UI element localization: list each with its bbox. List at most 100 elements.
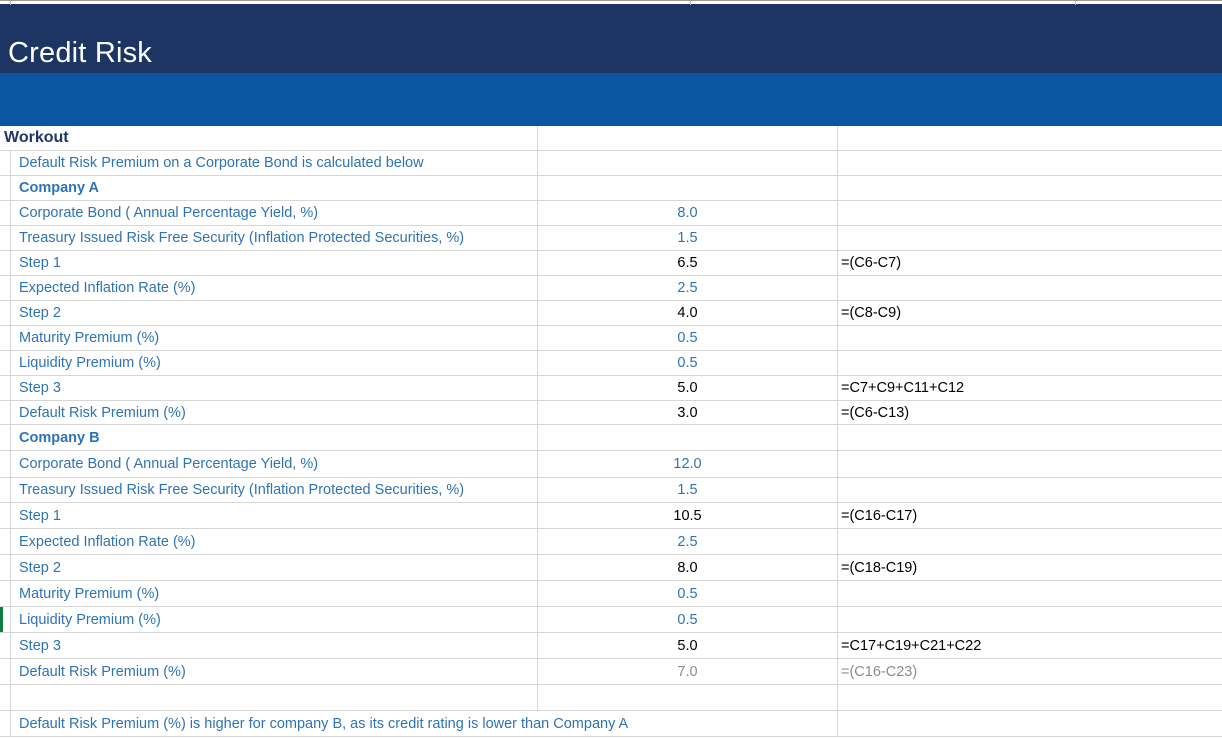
cell-margin[interactable] [0, 555, 11, 580]
cell-formula[interactable]: =C7+C9+C11+C12 [841, 380, 965, 396]
cell-label[interactable]: Step 2 [11, 301, 538, 325]
cell-formula[interactable]: =(C18-C19) [841, 559, 918, 576]
cell-value[interactable]: 12.0 [538, 451, 838, 477]
cell-formula[interactable] [838, 126, 1222, 150]
cell-margin[interactable] [0, 251, 11, 275]
cell-formula[interactable] [838, 425, 1222, 450]
cell-value[interactable]: 1.5 [538, 478, 838, 502]
cell-label[interactable]: Company B [11, 425, 538, 450]
cell-label[interactable]: Corporate Bond ( Annual Percentage Yield… [11, 451, 538, 477]
cell-label[interactable]: Step 1 [11, 503, 538, 528]
cell-value[interactable]: 1.5 [538, 226, 838, 250]
cell-value[interactable] [538, 176, 838, 200]
cell-label[interactable]: Step 2 [11, 555, 538, 580]
cell-value[interactable]: 2.5 [538, 276, 838, 300]
cell-margin[interactable] [0, 401, 11, 424]
cell-margin[interactable] [0, 633, 11, 658]
cell-label[interactable] [11, 685, 538, 710]
cell-value[interactable] [538, 685, 838, 710]
cell-formula[interactable] [838, 529, 1222, 554]
cell-margin[interactable] [0, 226, 11, 250]
cell-value[interactable] [538, 425, 838, 450]
cell-margin[interactable] [0, 685, 11, 710]
cell-margin[interactable] [0, 659, 11, 684]
cell-formula[interactable]: =(C6-C7) [841, 255, 902, 271]
cell-margin[interactable] [0, 581, 11, 606]
cell-margin[interactable] [0, 376, 11, 400]
cell-formula[interactable] [838, 151, 1222, 175]
table-row: Default Risk Premium (%) 3.0 =(C6-C13) [0, 401, 1222, 425]
cell-label[interactable]: Liquidity Premium (%) [11, 607, 538, 632]
cell-margin[interactable] [0, 451, 11, 477]
cell-margin[interactable] [0, 201, 11, 225]
cell-label[interactable]: Liquidity Premium (%) [11, 351, 538, 375]
cell-formula[interactable] [838, 581, 1222, 606]
cell-value[interactable]: 8.0 [538, 201, 838, 225]
cell-margin[interactable] [0, 351, 11, 375]
cell-label[interactable]: Default Risk Premium (%) is higher for c… [11, 711, 838, 736]
table-row: Maturity Premium (%) 0.5 [0, 326, 1222, 351]
cell-label[interactable]: Default Risk Premium (%) [11, 659, 538, 684]
cell-label[interactable]: Maturity Premium (%) [11, 326, 538, 350]
cell-label[interactable]: Default Risk Premium (%) [11, 401, 538, 424]
cell-value[interactable]: 5.0 [538, 376, 838, 400]
cell-value[interactable] [538, 151, 838, 175]
cell-value[interactable]: 0.5 [538, 351, 838, 375]
cell-label[interactable]: Maturity Premium (%) [11, 581, 538, 606]
cell-formula[interactable]: =C17+C19+C21+C22 [841, 637, 982, 654]
cell-margin[interactable] [0, 151, 11, 175]
gridline-stub [690, 1, 691, 5]
cell-value[interactable]: 6.5 [538, 251, 838, 275]
cell-margin[interactable] [0, 529, 11, 554]
cell-formula[interactable]: =(C6-C13) [841, 404, 910, 421]
cell-value[interactable]: 4.0 [538, 301, 838, 325]
cell-formula[interactable] [838, 176, 1222, 200]
cell-margin[interactable] [0, 176, 11, 200]
cell-value[interactable]: 8.0 [538, 555, 838, 580]
cell-margin[interactable] [0, 425, 11, 450]
cell-label[interactable]: Default Risk Premium on a Corporate Bond… [11, 151, 538, 175]
cell-margin[interactable] [0, 478, 11, 502]
cell-value[interactable]: 0.5 [538, 607, 838, 632]
cell-label[interactable]: Workout [0, 126, 538, 150]
cell-margin[interactable] [0, 711, 11, 736]
cell-margin[interactable] [0, 276, 11, 300]
cell-label[interactable]: Expected Inflation Rate (%) [11, 529, 538, 554]
table-row: Maturity Premium (%) 0.5 [0, 581, 1222, 607]
cell-value[interactable] [538, 126, 838, 150]
cell-label[interactable]: Company A [11, 176, 538, 200]
cell-label[interactable]: Treasury Issued Risk Free Security (Infl… [11, 226, 538, 250]
cell-formula[interactable] [838, 326, 1222, 350]
cell-formula[interactable] [838, 451, 1222, 477]
table-row: Company B [0, 425, 1222, 451]
cell-label[interactable]: Step 3 [11, 376, 538, 400]
cell-formula[interactable] [838, 478, 1222, 502]
cell-value[interactable]: 2.5 [538, 529, 838, 554]
cell-value[interactable]: 5.0 [538, 633, 838, 658]
cell-formula[interactable] [838, 685, 1222, 710]
cell-value[interactable]: 0.5 [538, 326, 838, 350]
cell-formula[interactable]: =(C8-C9) [841, 305, 902, 321]
cell-value[interactable]: 3.0 [538, 401, 838, 424]
cell-value[interactable]: 0.5 [538, 581, 838, 606]
cell-label[interactable]: Step 3 [11, 633, 538, 658]
cell-label[interactable]: Treasury Issued Risk Free Security (Infl… [11, 478, 538, 502]
cell-margin[interactable] [0, 326, 11, 350]
cell-value[interactable]: 7.0 [538, 659, 838, 684]
cell-margin[interactable] [0, 503, 11, 528]
cell-margin[interactable] [0, 301, 11, 325]
cell-formula[interactable] [838, 276, 1222, 300]
cell-value[interactable]: 10.5 [538, 503, 838, 528]
cell-label[interactable]: Expected Inflation Rate (%) [11, 276, 538, 300]
cell-formula[interactable]: =(C16-C17) [841, 507, 918, 524]
cell-label[interactable]: Step 1 [11, 251, 538, 275]
cell-formula[interactable]: =(C16-C23) [841, 663, 918, 680]
cell-formula[interactable] [838, 607, 1222, 632]
cell-formula[interactable] [838, 351, 1222, 375]
sheet-title-bar[interactable]: Credit Risk [0, 4, 1222, 73]
cell-formula[interactable] [838, 201, 1222, 225]
cell-label[interactable]: Corporate Bond ( Annual Percentage Yield… [11, 201, 538, 225]
cell-margin[interactable] [0, 607, 11, 632]
cell-formula[interactable] [838, 226, 1222, 250]
cell-formula[interactable] [838, 711, 1222, 736]
